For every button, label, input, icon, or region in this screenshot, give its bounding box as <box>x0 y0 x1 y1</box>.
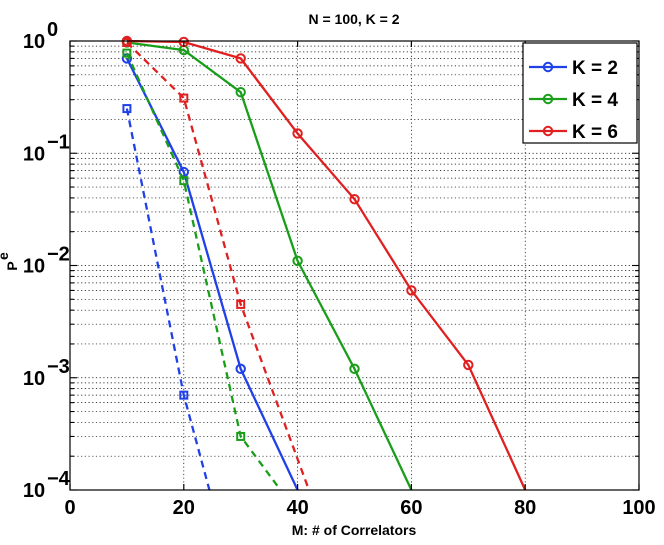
data-point <box>122 37 132 47</box>
y-tick-base: 10 <box>23 480 45 502</box>
y-tick-exponent: −4 <box>47 468 71 490</box>
legend-label: K = 4 <box>572 90 618 111</box>
data-point <box>235 86 246 98</box>
data-point <box>179 390 189 400</box>
x-tick-label: 60 <box>400 497 422 519</box>
y-tick-label: 10−2 <box>23 244 70 278</box>
data-point <box>236 431 246 441</box>
y-axis-label: P e <box>0 252 20 271</box>
y-tick-base: 10 <box>23 31 45 53</box>
data-point <box>349 193 360 205</box>
y-tick-label: 10−4 <box>23 468 71 502</box>
data-point <box>349 363 360 375</box>
series-group <box>121 35 527 491</box>
y-tick-exponent: 0 <box>47 19 58 41</box>
y-tick-label: 10−3 <box>23 356 70 390</box>
data-point <box>179 176 189 186</box>
legend: K = 2 K = 4 K = 6 <box>522 42 638 144</box>
series-line <box>126 41 413 491</box>
y-tick-base: 10 <box>23 368 45 390</box>
data-point <box>122 48 132 58</box>
y-tick-exponent: −2 <box>47 244 70 266</box>
y-tick-exponent: −1 <box>47 131 70 153</box>
series-line <box>126 39 527 491</box>
x-tick-label: 20 <box>173 497 195 519</box>
legend-label: K = 6 <box>572 122 618 143</box>
series-k-6-dashed- <box>122 37 311 491</box>
series-k-2-dashed- <box>122 104 211 491</box>
series-line <box>125 108 211 491</box>
y-axis-label-subscript: e <box>0 252 11 260</box>
data-point <box>235 53 246 64</box>
legend-entry: K = 2 <box>529 58 618 79</box>
x-tick-label: 80 <box>514 497 536 519</box>
series-line <box>125 52 282 491</box>
series-k-4-dashed- <box>122 48 282 491</box>
legend-marker <box>542 125 554 137</box>
data-point <box>292 255 303 267</box>
x-axis-label: M: # of Correlators <box>292 522 417 538</box>
legend-marker <box>542 61 554 73</box>
data-point <box>236 299 246 309</box>
data-point <box>463 359 474 371</box>
legend-entry: K = 4 <box>529 90 618 111</box>
x-tick-label: 0 <box>64 497 75 519</box>
y-tick-label: 100 <box>23 19 58 53</box>
x-tick-label: 100 <box>622 497 655 519</box>
chart-title: N = 100, K = 2 <box>308 11 399 27</box>
y-tick-base: 10 <box>23 143 45 165</box>
legend-marker <box>542 93 554 105</box>
series-line <box>126 41 311 491</box>
data-point <box>235 363 246 375</box>
legend-entry: K = 6 <box>529 122 618 143</box>
data-point <box>179 93 189 103</box>
y-axis-label-main: P <box>4 261 20 270</box>
x-tick-label: 40 <box>286 497 308 519</box>
y-tick-base: 10 <box>23 256 45 278</box>
data-point <box>292 128 303 139</box>
y-tick-label: 10−1 <box>23 131 70 165</box>
data-point <box>406 285 417 296</box>
data-point <box>122 104 132 114</box>
legend-box <box>522 42 638 144</box>
series-line <box>125 57 299 491</box>
legend-label: K = 2 <box>572 58 618 79</box>
y-tick-exponent: −3 <box>47 356 70 378</box>
series-k-2 <box>121 53 299 491</box>
